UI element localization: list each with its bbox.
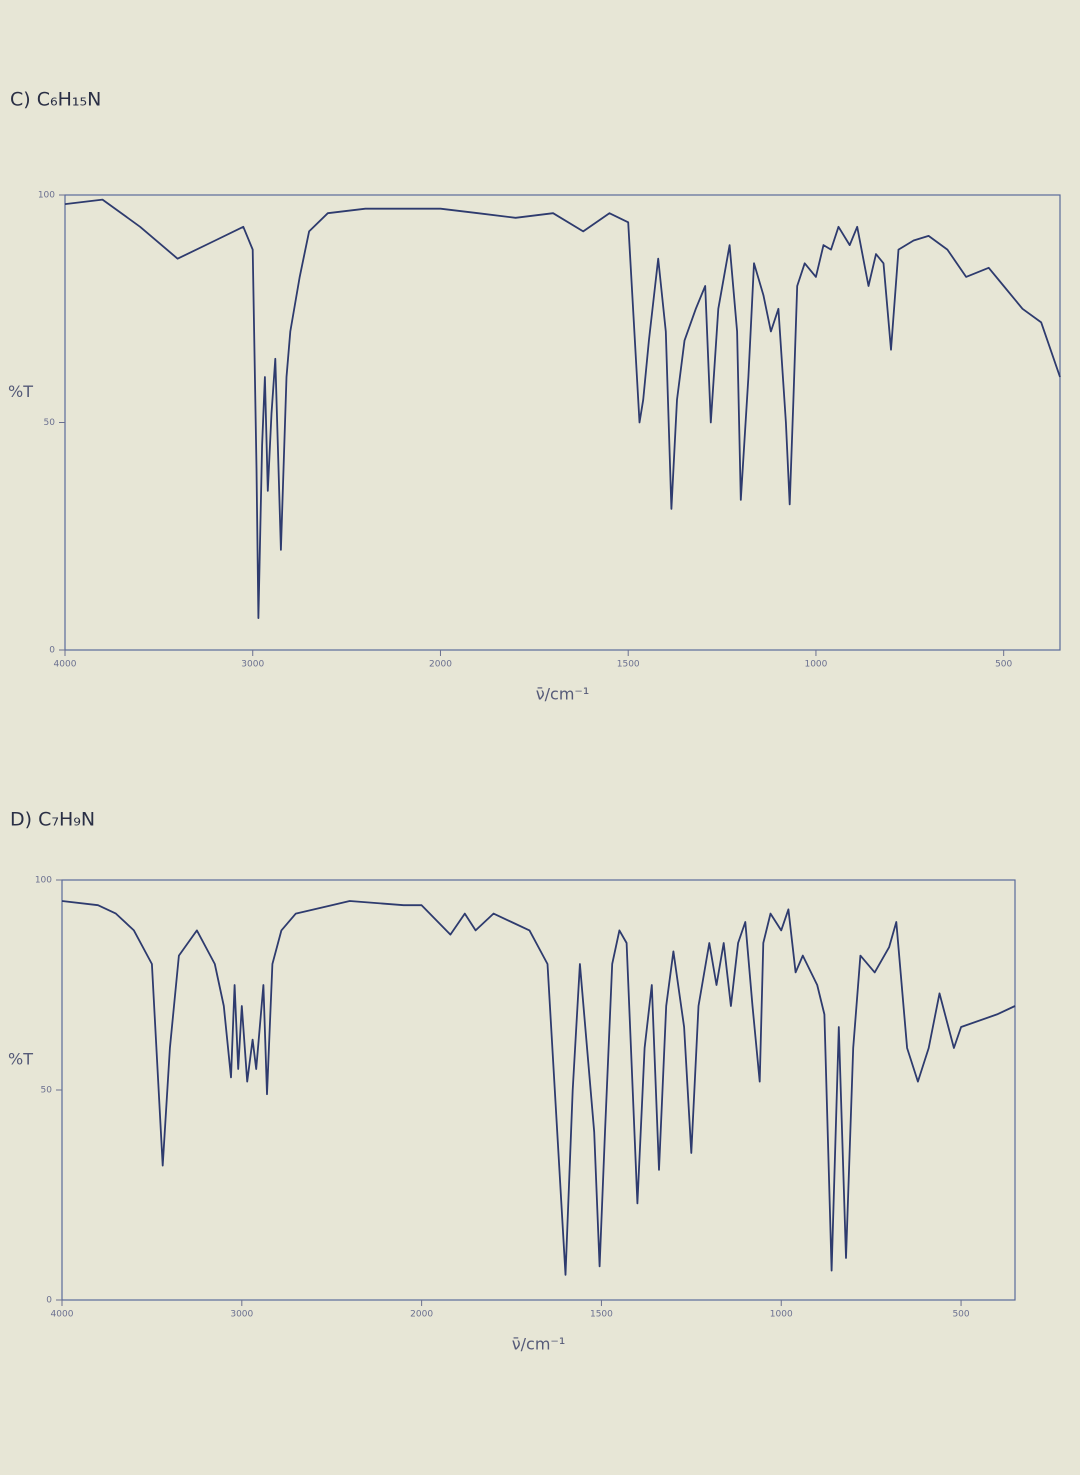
x-tick-label: 500	[952, 1310, 969, 1320]
y-tick-label: 100	[35, 876, 52, 886]
x-axis-label: ν̄/cm⁻¹	[512, 1335, 566, 1354]
y-axis-label: %T	[8, 1050, 33, 1069]
y-tick-label: 0	[46, 1296, 52, 1306]
x-tick-label: 1000	[770, 1310, 793, 1320]
x-axis-label: ν̄/cm⁻¹	[536, 685, 590, 704]
x-tick-label: 1500	[617, 660, 640, 670]
spectrum-line	[64, 198, 1061, 619]
x-tick-label: 2000	[410, 1310, 433, 1320]
x-tick-label: 1500	[590, 1310, 613, 1320]
x-tick-label: 4000	[51, 1310, 74, 1320]
y-tick-label: 50	[41, 1086, 53, 1096]
y-axis-label: %T	[8, 382, 33, 401]
y-tick-label: 100	[38, 191, 55, 201]
y-tick-label: 0	[49, 646, 55, 656]
x-tick-label: 500	[995, 660, 1012, 670]
x-tick-label: 1000	[804, 660, 827, 670]
y-tick-label: 50	[44, 418, 56, 428]
x-tick-label: 3000	[230, 1310, 253, 1320]
chart-title: C) C₆H₁₅N	[10, 89, 101, 111]
chart-title: D) C₇H₉N	[10, 809, 95, 831]
spectrum-line	[61, 900, 1016, 1276]
x-tick-label: 3000	[241, 660, 264, 670]
x-tick-label: 4000	[54, 660, 77, 670]
x-tick-label: 2000	[429, 660, 452, 670]
